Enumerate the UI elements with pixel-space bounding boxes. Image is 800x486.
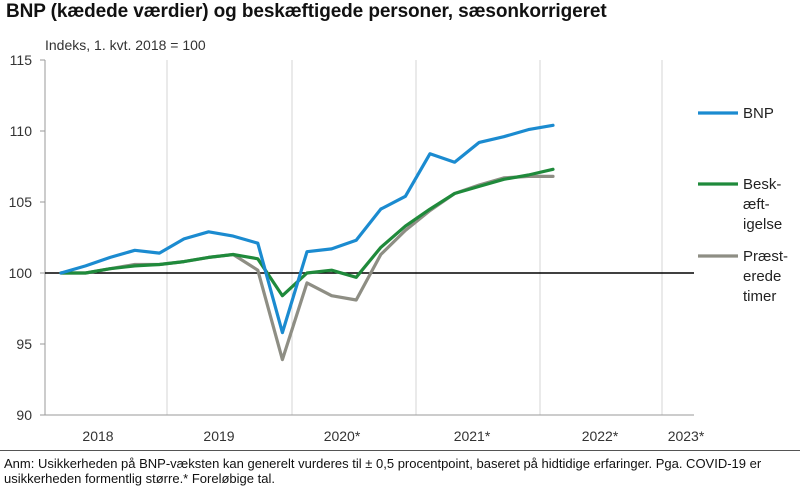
y-tick-label: 95 xyxy=(16,336,32,352)
y-axis-label: Indeks, 1. kvt. 2018 = 100 xyxy=(45,37,206,53)
legend-label: Besk- xyxy=(743,176,781,193)
footnote-divider xyxy=(0,450,800,451)
legend-label: BNP xyxy=(743,105,774,122)
x-axis: 2018 2019 2020* 2021* 2022* 2023* xyxy=(45,414,705,444)
legend-label: æft- xyxy=(743,196,770,213)
series-lines xyxy=(45,123,694,362)
legend-label: Præst- xyxy=(743,248,788,265)
chart-title: BNP (kædede værdier) og beskæftigede per… xyxy=(6,1,607,22)
gridlines xyxy=(166,60,663,415)
series-line-præsterede-timer xyxy=(59,174,555,362)
legend: BNP Besk-æft-igelse Præst-erede timer xyxy=(698,105,788,305)
footnote: Anm: Usikkerheden på BNP-væksten kan gen… xyxy=(4,456,794,486)
footnote-line-2: usikkerheden formentlig større.* Foreløb… xyxy=(4,471,275,486)
x-tick-label: 2021* xyxy=(454,428,491,444)
y-tick-label: 100 xyxy=(9,265,33,281)
legend-label: erede xyxy=(743,268,781,285)
legend-label: igelse xyxy=(743,216,782,233)
series-line-bnp xyxy=(59,123,555,335)
x-tick-label: 2020* xyxy=(324,428,361,444)
y-tick-label: 90 xyxy=(16,407,32,423)
x-tick-label: 2023* xyxy=(668,428,705,444)
legend-label: timer xyxy=(743,288,776,305)
x-tick-label: 2019 xyxy=(203,428,234,444)
y-tick-label: 115 xyxy=(10,52,33,68)
y-axis: 90 95 100 105 110 115 xyxy=(9,52,46,423)
y-tick-label: 110 xyxy=(10,123,33,139)
x-tick-label: 2022* xyxy=(582,428,619,444)
series-line-beskæftigelse xyxy=(59,167,555,298)
y-tick-label: 105 xyxy=(9,194,33,210)
line-chart: 90 95 100 105 110 115 2018 2019 2020* 2021* 2022*… xyxy=(9,37,788,444)
x-tick-label: 2018 xyxy=(82,428,113,444)
footnote-line-1: Anm: Usikkerheden på BNP-væksten kan gen… xyxy=(4,456,762,471)
